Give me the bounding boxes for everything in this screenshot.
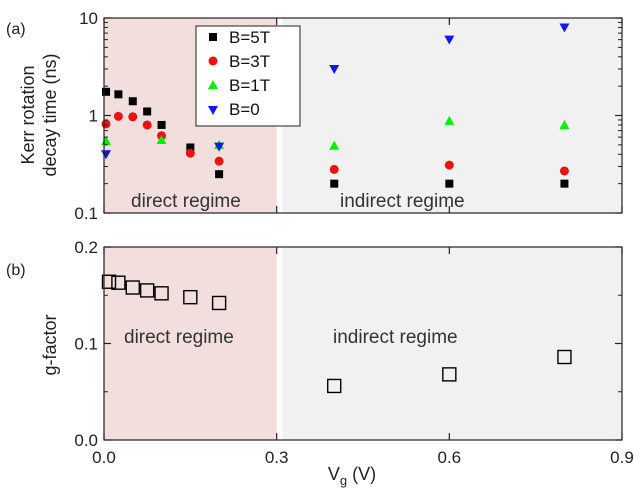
data-point-triangle-up bbox=[444, 115, 455, 125]
data-point-circle bbox=[113, 111, 123, 121]
data-point-triangle-down bbox=[559, 23, 570, 33]
panel-a-ticks: 0.1 1 10 bbox=[74, 9, 623, 223]
panel-b-markers bbox=[101, 274, 572, 394]
data-point-triangle-up bbox=[559, 119, 570, 129]
panel-b: 0.0 0.1 0.2 0.0 0.3 0.6 0.9 (b) g-factor direc… bbox=[6, 238, 634, 488]
panel-a-ylabel-line1: Kerr rotation bbox=[18, 65, 38, 164]
data-point-open-square bbox=[139, 283, 155, 298]
data-point-square bbox=[186, 143, 195, 152]
panel-b-region-direct bbox=[104, 247, 277, 440]
legend-entry-b1t: B=1T bbox=[208, 76, 270, 95]
panel-a-indirect-regime-label: indirect regime bbox=[340, 191, 465, 212]
data-point-square bbox=[128, 97, 137, 106]
data-point-circle bbox=[329, 164, 339, 174]
data-point-circle bbox=[101, 119, 111, 129]
data-point-circle bbox=[128, 112, 138, 122]
data-point-square bbox=[114, 90, 123, 99]
legend: B=5T B=3T B=1T B=0 bbox=[195, 25, 301, 127]
data-point-square bbox=[330, 179, 339, 188]
data-point-triangle-up bbox=[329, 140, 340, 150]
data-point-circle bbox=[214, 156, 224, 166]
x-tick-label: 0.6 bbox=[438, 448, 462, 467]
x-tick-label: 0.9 bbox=[610, 448, 634, 467]
panel-b-regions bbox=[104, 247, 622, 440]
y-tick-label: 0.2 bbox=[74, 238, 98, 257]
data-point-open-square bbox=[442, 367, 457, 382]
data-point-square bbox=[102, 87, 110, 96]
panel-a-regions bbox=[104, 18, 622, 213]
data-point-open-square bbox=[557, 349, 572, 365]
panel-b-ticks: 0.0 0.1 0.2 0.0 0.3 0.6 0.9 bbox=[74, 238, 633, 467]
data-point-triangle-down bbox=[329, 64, 340, 74]
panel-b-label: (b) bbox=[6, 262, 26, 279]
panel-a-direct-regime-label: direct regime bbox=[131, 191, 241, 212]
x-tick-label: 0.0 bbox=[92, 448, 116, 467]
panel-a: 0.1 1 10 (a) Kerr rotation decay time (ns)… bbox=[6, 9, 623, 223]
panel-b-direct-regime-label: direct regime bbox=[124, 327, 234, 348]
data-point-open-square bbox=[327, 378, 342, 394]
legend-triangle-up-marker bbox=[208, 80, 218, 89]
data-point-square bbox=[560, 179, 569, 188]
legend-triangle-down-marker bbox=[208, 106, 218, 115]
data-point-open-square bbox=[154, 286, 169, 301]
y-tick-label: 0.1 bbox=[74, 204, 98, 223]
panel-b-indirect-regime-label: indirect regime bbox=[333, 327, 458, 348]
legend-entry-b3t: B=3T bbox=[208, 52, 270, 71]
data-point-open-square bbox=[183, 289, 198, 305]
data-point-circle bbox=[559, 166, 569, 176]
data-point-circle bbox=[142, 120, 152, 130]
panel-a-ylabel-line2: decay time (ns) bbox=[40, 53, 60, 176]
panel-a-markers bbox=[101, 23, 570, 188]
x-axis-label-sub: g bbox=[340, 473, 347, 488]
panel-a-label: (a) bbox=[6, 21, 26, 38]
data-point-open-square bbox=[125, 280, 140, 295]
x-tick-label: 0.3 bbox=[265, 448, 289, 467]
legend-entry-b5t: B=5T bbox=[209, 28, 270, 47]
y-tick-label: 0.0 bbox=[74, 431, 98, 450]
panel-b-region-indirect bbox=[282, 247, 622, 440]
y-tick-label: 1 bbox=[89, 107, 98, 126]
data-point-square bbox=[445, 179, 454, 188]
x-axis-label-unit: (V) bbox=[347, 464, 376, 484]
data-point-square bbox=[143, 107, 152, 116]
data-point-open-square bbox=[101, 274, 117, 289]
legend-label: B=0 bbox=[229, 100, 260, 119]
data-point-square bbox=[157, 120, 166, 129]
legend-square-marker bbox=[209, 33, 217, 41]
data-point-open-square bbox=[211, 295, 227, 311]
data-point-circle bbox=[185, 148, 195, 158]
legend-entry-b0: B=0 bbox=[208, 100, 260, 119]
panel-b-ylabel: g-factor bbox=[40, 314, 60, 375]
data-point-open-square bbox=[111, 275, 126, 290]
y-tick-label: 0.1 bbox=[74, 335, 98, 354]
legend-label: B=1T bbox=[229, 76, 270, 95]
legend-circle-marker bbox=[208, 56, 218, 66]
x-axis-label: Vg (V) bbox=[328, 464, 376, 488]
x-axis-label-var: V bbox=[328, 464, 340, 484]
data-point-square bbox=[215, 170, 224, 179]
y-tick-label: 10 bbox=[79, 9, 98, 28]
legend-label: B=3T bbox=[229, 52, 270, 71]
data-point-circle bbox=[444, 160, 454, 170]
data-point-triangle-down bbox=[214, 142, 225, 152]
legend-label: B=5T bbox=[229, 28, 270, 47]
data-point-triangle-up bbox=[156, 135, 167, 145]
data-point-triangle-down bbox=[444, 35, 455, 45]
